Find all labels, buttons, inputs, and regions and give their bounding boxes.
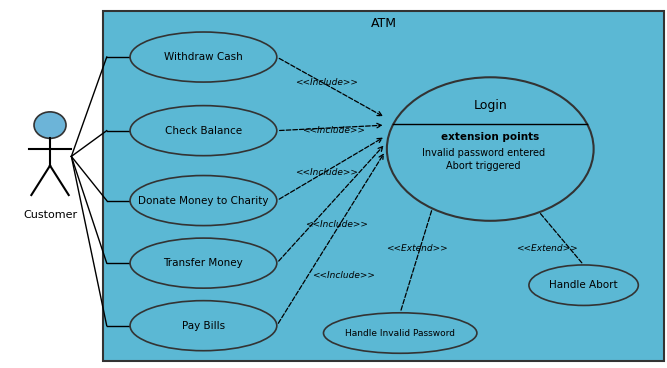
Ellipse shape xyxy=(529,265,638,305)
Text: <<Include>>: <<Include>> xyxy=(305,220,368,229)
Text: <<Extend>>: <<Extend>> xyxy=(516,244,578,253)
Text: Handle Abort: Handle Abort xyxy=(550,280,618,290)
Ellipse shape xyxy=(34,112,66,138)
FancyBboxPatch shape xyxy=(103,11,664,361)
Text: Login: Login xyxy=(474,99,507,113)
Ellipse shape xyxy=(387,77,594,221)
Text: Customer: Customer xyxy=(23,210,77,220)
Text: Check Balance: Check Balance xyxy=(165,125,242,136)
Ellipse shape xyxy=(130,238,277,288)
Text: <<Include>>: <<Include>> xyxy=(312,272,375,280)
Text: Invalid password entered: Invalid password entered xyxy=(422,148,545,158)
Ellipse shape xyxy=(323,313,477,353)
Ellipse shape xyxy=(130,32,277,82)
Text: Donate Money to Charity: Donate Money to Charity xyxy=(138,195,269,206)
Text: Pay Bills: Pay Bills xyxy=(182,321,225,331)
Text: extension points: extension points xyxy=(441,132,540,142)
Ellipse shape xyxy=(130,301,277,351)
Ellipse shape xyxy=(130,176,277,226)
Text: <<Include>>: <<Include>> xyxy=(302,126,365,135)
Text: Handle Invalid Password: Handle Invalid Password xyxy=(346,329,455,337)
Text: Withdraw Cash: Withdraw Cash xyxy=(164,52,243,62)
Ellipse shape xyxy=(130,106,277,156)
Text: Transfer Money: Transfer Money xyxy=(163,258,243,268)
Text: Abort triggered: Abort triggered xyxy=(446,162,521,171)
Text: <<Include>>: <<Include>> xyxy=(295,169,358,177)
Text: <<Extend>>: <<Extend>> xyxy=(386,244,448,253)
Text: ATM: ATM xyxy=(371,17,396,29)
Text: <<Include>>: <<Include>> xyxy=(295,78,358,87)
